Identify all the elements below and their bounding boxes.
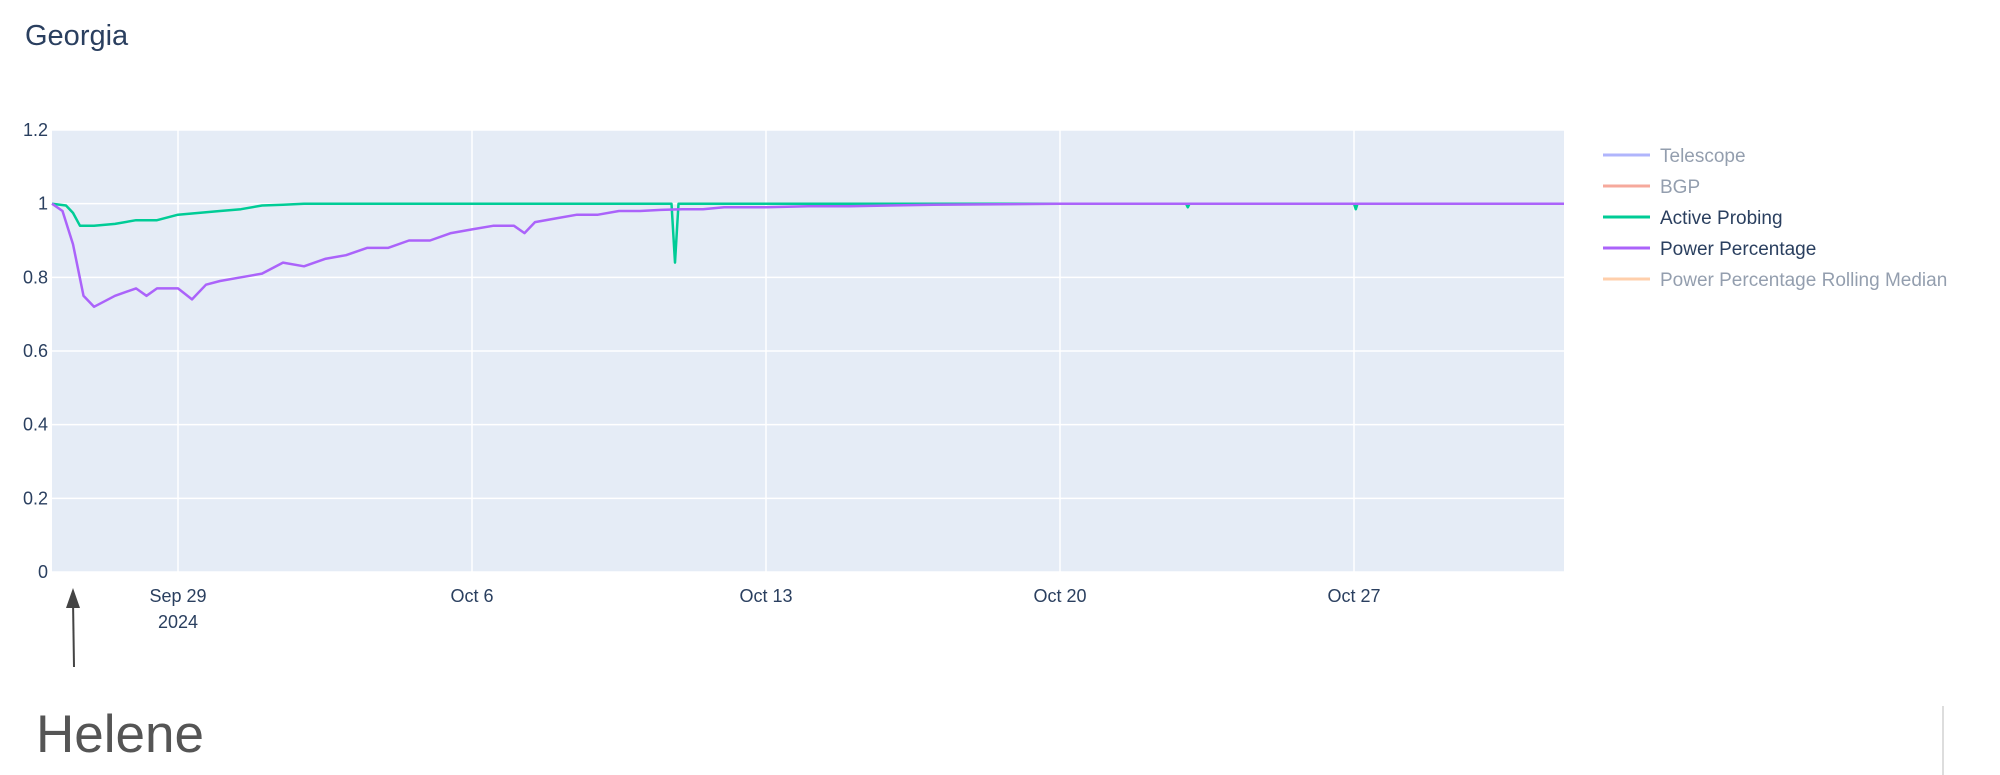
legend-item-power-percentage[interactable]: Power Percentage <box>1603 239 1816 260</box>
legend-label: Power Percentage Rolling Median <box>1660 270 1947 291</box>
x-tick-label: Oct 20 <box>1033 586 1086 606</box>
y-tick-label: 0 <box>38 562 48 582</box>
x-tick-label: Oct 27 <box>1327 586 1380 606</box>
y-tick-label: 0.6 <box>23 341 48 361</box>
series-line-power-percentage <box>51 202 1564 309</box>
x-tick-label: Oct 13 <box>739 586 792 606</box>
legend-item-power-percentage-rolling-median[interactable]: Power Percentage Rolling Median <box>1603 270 1947 291</box>
legend-item-bgp[interactable]: BGP <box>1603 177 1700 198</box>
x-tick-sublabel: 2024 <box>158 612 198 632</box>
y-tick-label: 1.2 <box>23 120 48 140</box>
series-line-active-probing <box>51 202 1564 264</box>
annotation-helene-label: Helene <box>36 705 204 764</box>
annotation-arrow-shaft <box>72 599 75 668</box>
legend-item-telescope[interactable]: Telescope <box>1603 146 1746 167</box>
x-tick-label: Sep 29 <box>149 586 206 606</box>
divider <box>1942 706 1944 775</box>
y-tick-label: 0.2 <box>23 488 48 508</box>
legend-label: Telescope <box>1660 146 1746 167</box>
legend-label: Power Percentage <box>1660 239 1816 260</box>
y-tick-label: 0.8 <box>23 267 48 287</box>
legend-label: BGP <box>1660 177 1700 198</box>
annotation-arrow-head <box>66 588 80 608</box>
x-tick-label: Oct 6 <box>450 586 493 606</box>
legend-item-active-probing[interactable]: Active Probing <box>1603 208 1783 229</box>
legend-label: Active Probing <box>1660 208 1783 229</box>
chart-title: Georgia <box>25 20 129 52</box>
y-tick-label: 0.4 <box>23 415 48 435</box>
y-tick-label: 1 <box>38 194 48 214</box>
